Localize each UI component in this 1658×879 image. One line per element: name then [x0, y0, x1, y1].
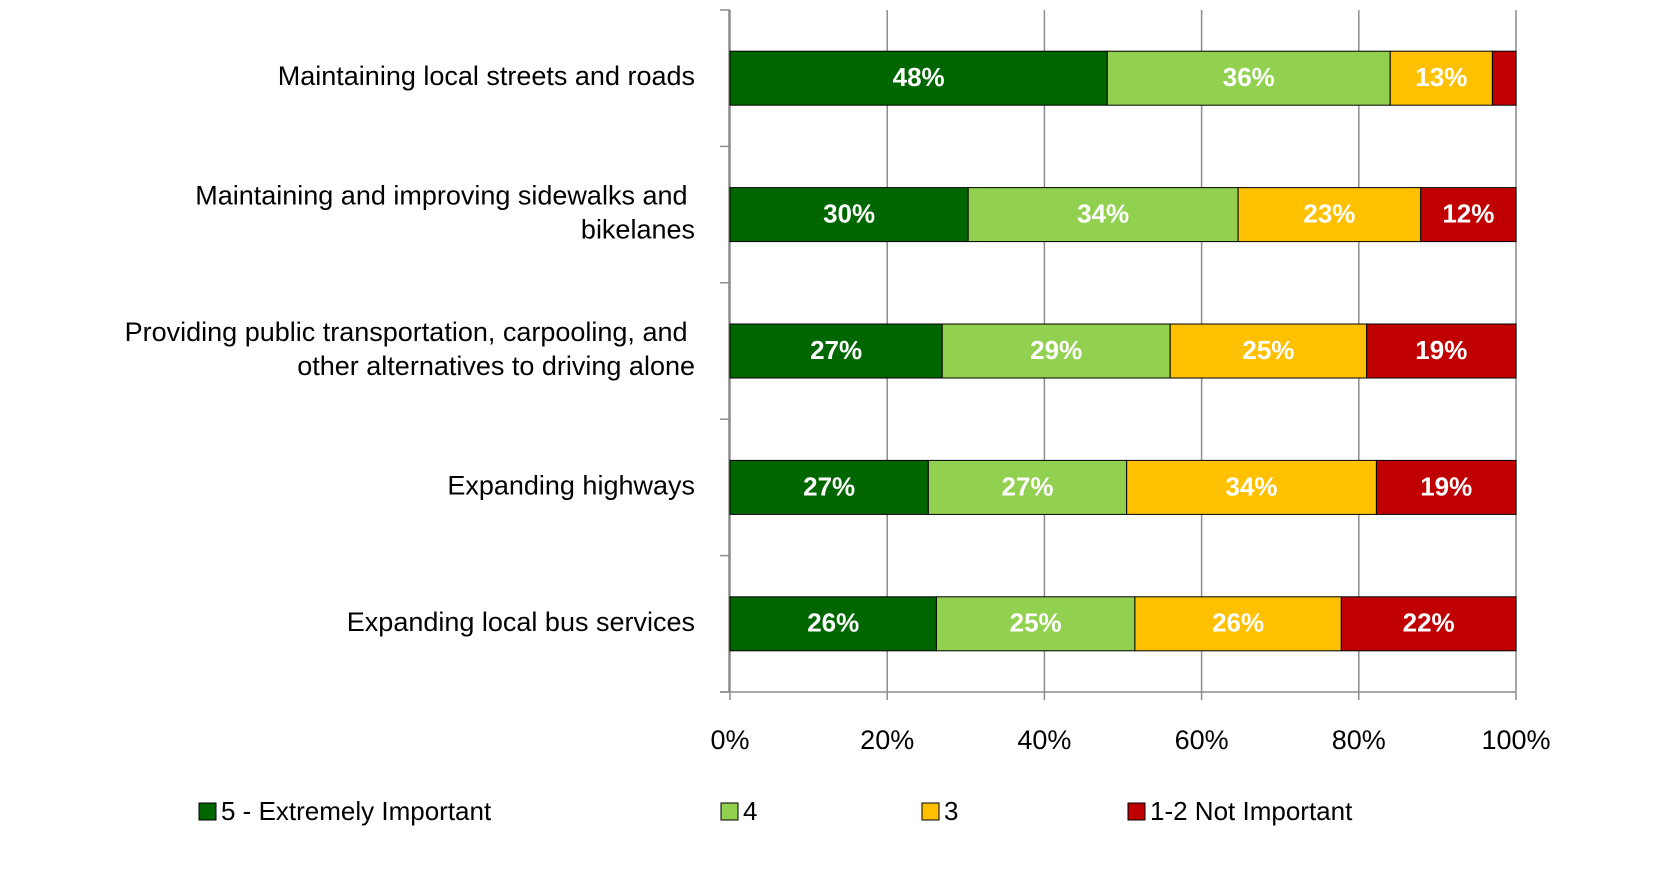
bar-segment: [1126, 459, 1377, 515]
bar-segment: [1389, 50, 1493, 106]
data-label: 25%: [1242, 335, 1294, 365]
data-label: 27%: [803, 471, 855, 501]
bar-segment: [729, 459, 929, 515]
x-tick-label: 60%: [1175, 725, 1229, 755]
data-label: 34%: [1226, 471, 1278, 501]
category-label: Maintaining and improving sidewalks and …: [195, 181, 695, 245]
category-label: Expanding highways: [447, 471, 695, 501]
bar-segment: [935, 596, 1136, 652]
data-label: 19%: [1415, 335, 1467, 365]
bar-segment: [941, 323, 1171, 379]
bar-segment: [729, 323, 943, 379]
bar-segment: [927, 459, 1128, 515]
category-label: Providing public transportation, carpool…: [125, 317, 695, 381]
bar-segment: [1375, 459, 1517, 515]
x-tick-label: 100%: [1481, 725, 1550, 755]
x-tick-label: 40%: [1017, 725, 1071, 755]
bar-segment: [1134, 596, 1342, 652]
data-label: 29%: [1030, 335, 1082, 365]
data-label: 27%: [810, 335, 862, 365]
bar-segment: [1169, 323, 1368, 379]
bar-segment: [729, 50, 1108, 106]
bar-segment: [1237, 187, 1422, 243]
legend-swatch: [198, 802, 217, 821]
data-label: 26%: [1212, 608, 1264, 638]
data-label: 26%: [807, 608, 859, 638]
data-label: 30%: [823, 198, 875, 228]
category-label: Maintaining local streets and roads: [278, 61, 695, 91]
bar-segment: [1366, 323, 1517, 379]
data-label: 27%: [1001, 471, 1053, 501]
data-label: 12%: [1442, 198, 1494, 228]
legend-swatch: [720, 802, 739, 821]
legend-label: 4: [743, 796, 757, 826]
data-label: 36%: [1223, 62, 1275, 92]
data-label: 25%: [1010, 608, 1062, 638]
x-tick-label: 0%: [710, 725, 749, 755]
data-label: 34%: [1077, 198, 1129, 228]
bar-segment: [1106, 50, 1391, 106]
x-tick-label: 80%: [1332, 725, 1386, 755]
bar-segment: [1420, 187, 1517, 243]
legend-label: 1-2 Not Important: [1150, 796, 1353, 826]
data-label: 19%: [1420, 471, 1472, 501]
legend-swatch: [1127, 802, 1146, 821]
bar-segment: [1491, 50, 1517, 106]
legend-swatch: [921, 802, 940, 821]
bar-segment: [729, 596, 937, 652]
legend-label: 5 - Extremely Important: [221, 796, 492, 826]
data-label: 22%: [1403, 608, 1455, 638]
bar-segment: [967, 187, 1239, 243]
x-tick-label: 20%: [860, 725, 914, 755]
category-label: Expanding local bus services: [347, 607, 695, 637]
data-label: 48%: [893, 62, 945, 92]
bar-segment: [1340, 596, 1517, 652]
data-label: 23%: [1303, 198, 1355, 228]
legend-label: 3: [944, 796, 958, 826]
data-label: 13%: [1415, 62, 1467, 92]
